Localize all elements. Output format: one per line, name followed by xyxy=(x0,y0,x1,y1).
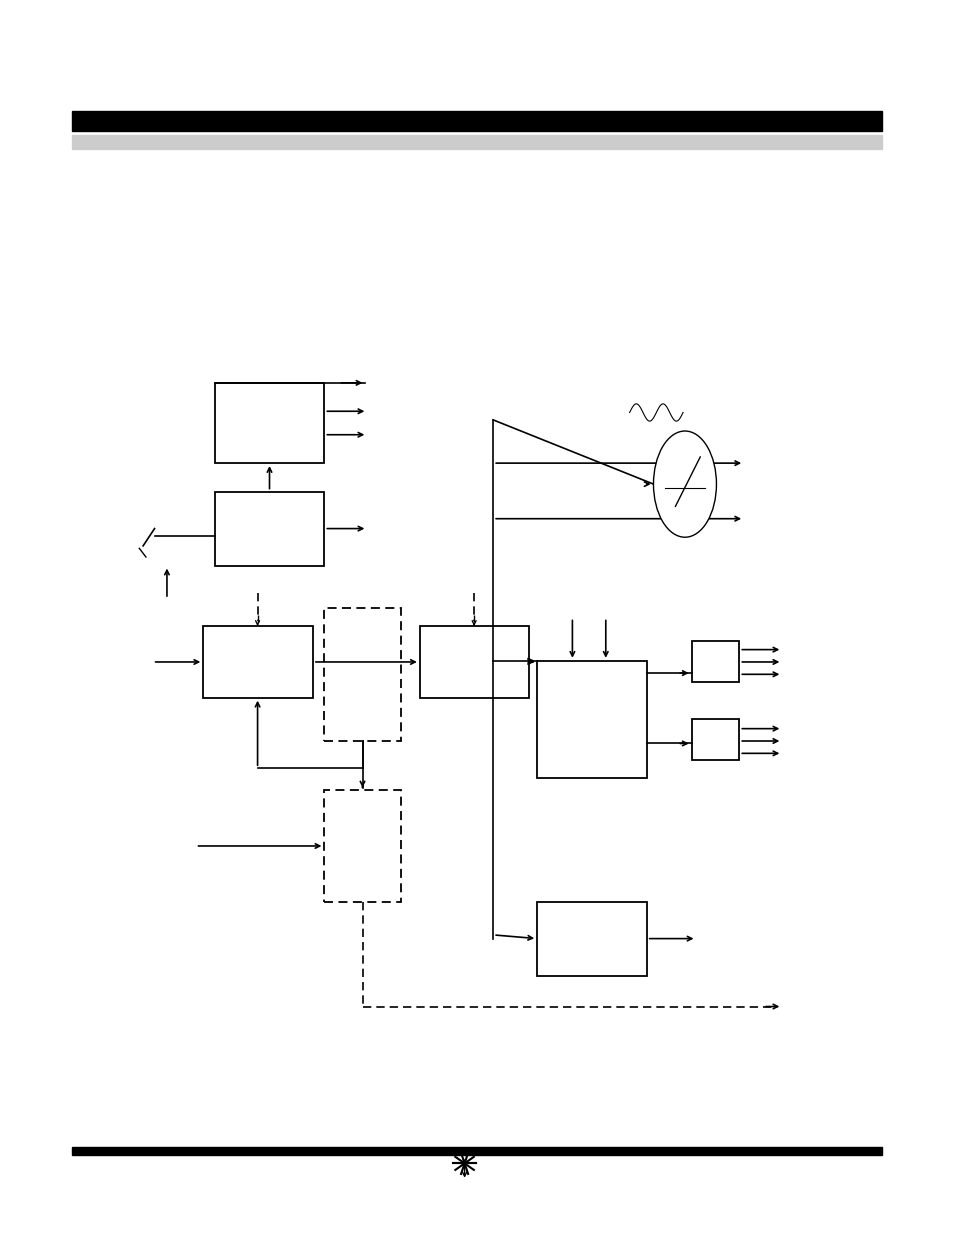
Bar xyxy=(71,1147,882,1155)
Bar xyxy=(214,492,324,566)
Bar xyxy=(691,641,739,682)
Bar xyxy=(324,790,400,902)
Bar xyxy=(71,111,882,131)
Bar xyxy=(71,135,882,149)
Bar xyxy=(324,608,400,741)
Bar xyxy=(537,661,646,778)
Bar xyxy=(537,902,646,976)
Bar xyxy=(419,626,529,698)
Bar xyxy=(691,719,739,760)
Ellipse shape xyxy=(653,431,716,537)
Bar xyxy=(214,383,324,463)
Bar xyxy=(203,626,313,698)
